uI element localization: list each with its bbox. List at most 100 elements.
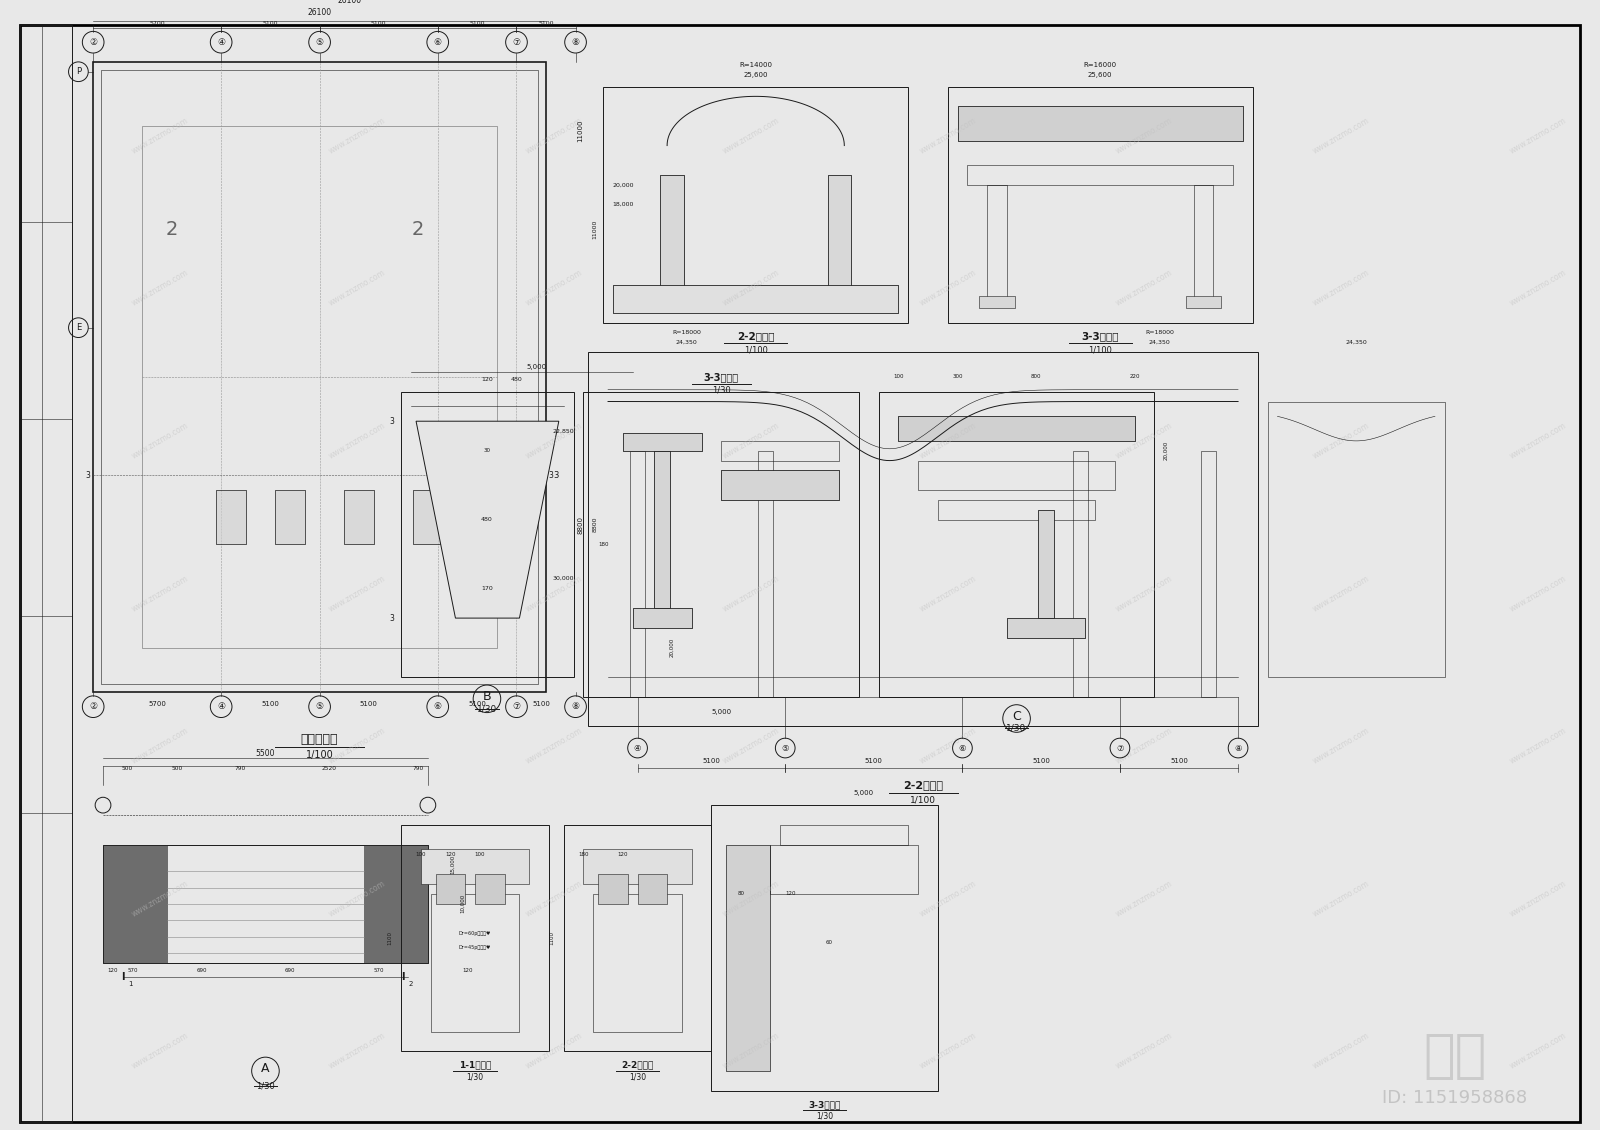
- Text: ②: ②: [90, 37, 98, 46]
- Bar: [472, 490, 502, 545]
- Bar: [1038, 510, 1054, 618]
- Text: www.znzmo.com: www.znzmo.com: [722, 269, 781, 308]
- Text: www.znzmo.com: www.znzmo.com: [1509, 574, 1568, 614]
- Text: www.znzmo.com: www.znzmo.com: [1509, 1032, 1568, 1071]
- Bar: [216, 490, 246, 545]
- Text: www.znzmo.com: www.znzmo.com: [130, 574, 190, 614]
- Bar: [899, 416, 1134, 441]
- Bar: [1038, 510, 1054, 618]
- Bar: [722, 470, 840, 499]
- Text: www.znzmo.com: www.znzmo.com: [1115, 1032, 1174, 1071]
- Text: 1100: 1100: [549, 931, 555, 945]
- Text: 1/100: 1/100: [910, 796, 936, 805]
- Bar: [1072, 451, 1088, 697]
- Text: 5,000: 5,000: [526, 364, 546, 370]
- Text: 5100: 5100: [866, 758, 883, 764]
- Text: www.znzmo.com: www.znzmo.com: [523, 1032, 584, 1071]
- Bar: [589, 353, 1258, 727]
- Text: 知末: 知末: [1422, 1031, 1486, 1083]
- Text: 170: 170: [482, 586, 493, 591]
- Bar: [632, 608, 691, 628]
- Text: www.znzmo.com: www.znzmo.com: [326, 1032, 387, 1071]
- Bar: [102, 844, 166, 963]
- Text: 5100: 5100: [469, 21, 485, 26]
- Text: R=18000: R=18000: [672, 330, 701, 336]
- Bar: [968, 165, 1234, 185]
- Bar: [472, 490, 502, 545]
- Bar: [402, 392, 573, 677]
- Text: 24,350: 24,350: [1149, 340, 1170, 345]
- Text: www.znzmo.com: www.znzmo.com: [1115, 269, 1174, 308]
- Text: 10,000: 10,000: [459, 894, 466, 913]
- Bar: [344, 490, 374, 545]
- Text: www.znzmo.com: www.znzmo.com: [1312, 269, 1371, 308]
- Text: 500: 500: [171, 766, 182, 771]
- Text: www.znzmo.com: www.znzmo.com: [722, 574, 781, 614]
- Bar: [1006, 618, 1085, 637]
- Bar: [93, 62, 546, 692]
- Text: 2: 2: [410, 981, 413, 988]
- Text: P: P: [75, 67, 82, 76]
- Text: www.znzmo.com: www.znzmo.com: [918, 1032, 978, 1071]
- Text: 8800: 8800: [592, 516, 598, 532]
- Text: www.znzmo.com: www.znzmo.com: [1312, 421, 1371, 461]
- Text: 180: 180: [598, 541, 608, 547]
- Bar: [1200, 451, 1216, 697]
- Bar: [413, 490, 443, 545]
- Text: 1/30: 1/30: [256, 1081, 275, 1090]
- Text: www.znzmo.com: www.znzmo.com: [523, 421, 584, 461]
- Text: 1/30: 1/30: [816, 1112, 834, 1121]
- Bar: [987, 185, 1006, 303]
- Bar: [344, 490, 374, 545]
- Bar: [613, 286, 899, 313]
- Text: 3: 3: [389, 417, 394, 426]
- Text: 30: 30: [483, 449, 491, 453]
- Text: 5100: 5100: [371, 21, 387, 26]
- Text: 80: 80: [738, 892, 744, 896]
- Text: www.znzmo.com: www.znzmo.com: [326, 879, 387, 919]
- Bar: [1267, 401, 1445, 677]
- Text: 天面平面图: 天面平面图: [301, 732, 338, 746]
- Bar: [947, 87, 1253, 323]
- Text: www.znzmo.com: www.znzmo.com: [130, 421, 190, 461]
- Text: 180: 180: [578, 852, 589, 857]
- Text: 120: 120: [482, 377, 493, 382]
- Text: www.znzmo.com: www.znzmo.com: [1509, 421, 1568, 461]
- Text: 20,000: 20,000: [613, 182, 634, 188]
- Text: 690: 690: [285, 968, 296, 973]
- Text: www.znzmo.com: www.znzmo.com: [722, 879, 781, 919]
- Bar: [938, 499, 1096, 520]
- Text: 11000: 11000: [592, 219, 598, 238]
- Text: www.znzmo.com: www.znzmo.com: [130, 879, 190, 919]
- Text: ②: ②: [90, 702, 98, 711]
- Text: 5700: 5700: [149, 21, 165, 26]
- Text: www.znzmo.com: www.znzmo.com: [326, 421, 387, 461]
- Text: 5100: 5100: [533, 701, 550, 706]
- Bar: [632, 608, 691, 628]
- Text: www.znzmo.com: www.znzmo.com: [523, 269, 584, 308]
- Text: 1-1剖面图: 1-1剖面图: [459, 1061, 491, 1069]
- Text: 3-3剖面图: 3-3剖面图: [704, 372, 739, 382]
- Text: www.znzmo.com: www.znzmo.com: [523, 879, 584, 919]
- Text: 120: 120: [618, 852, 629, 857]
- Bar: [918, 461, 1115, 490]
- Bar: [101, 70, 538, 684]
- Text: 2-2剖面图: 2-2剖面图: [902, 781, 942, 791]
- Text: www.znzmo.com: www.znzmo.com: [918, 269, 978, 308]
- Text: 1: 1: [128, 981, 133, 988]
- Bar: [726, 844, 771, 1071]
- Bar: [661, 175, 683, 293]
- Text: 18,000: 18,000: [613, 202, 634, 207]
- Bar: [563, 825, 712, 1051]
- Text: ④: ④: [218, 37, 226, 46]
- Text: ⑧: ⑧: [571, 702, 579, 711]
- Text: 5,000: 5,000: [710, 709, 731, 714]
- Text: www.znzmo.com: www.znzmo.com: [1115, 727, 1174, 766]
- Text: ID: 1151958868: ID: 1151958868: [1382, 1089, 1528, 1107]
- Text: R=18000: R=18000: [1146, 330, 1174, 336]
- Bar: [827, 175, 851, 293]
- Text: www.znzmo.com: www.znzmo.com: [918, 574, 978, 614]
- Text: www.znzmo.com: www.znzmo.com: [1509, 727, 1568, 766]
- Bar: [654, 451, 670, 608]
- Text: www.znzmo.com: www.znzmo.com: [1312, 574, 1371, 614]
